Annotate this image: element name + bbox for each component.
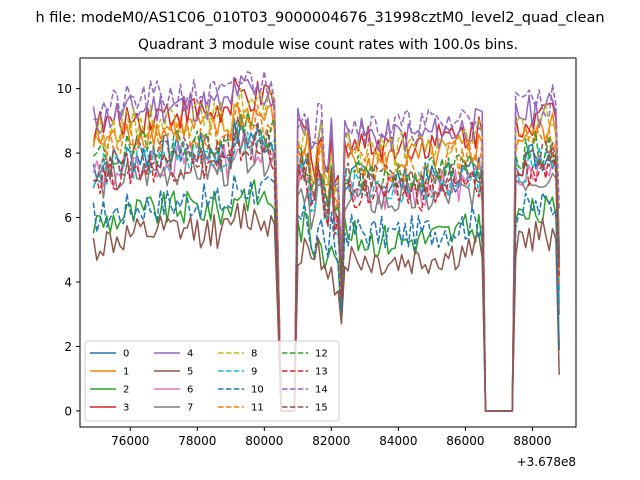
series-line-10 <box>92 174 560 412</box>
series-line-8 <box>92 88 560 412</box>
x-tick-label: 84000 <box>379 434 417 448</box>
figure-suptitle: h file: modeM0/AS1C06_010T03_9000004676_… <box>35 10 604 26</box>
legend-box <box>84 340 340 422</box>
series-line-5 <box>92 202 560 412</box>
legend-label-2: 2 <box>123 385 129 396</box>
y-tick-label: 2 <box>64 340 72 354</box>
series-line-7 <box>92 136 560 412</box>
y-tick-label: 6 <box>64 211 72 225</box>
legend-label-1: 1 <box>123 367 129 378</box>
y-axis: 0 2 4 6 8 10 <box>57 82 80 418</box>
series-group <box>92 70 560 412</box>
x-axis: 76000 78000 80000 82000 84000 86000 88000 <box>111 427 552 448</box>
legend-label-8: 8 <box>251 349 257 360</box>
legend-label-4: 4 <box>187 349 193 360</box>
y-tick-label: 0 <box>64 404 72 418</box>
legend-label-14: 14 <box>315 385 328 396</box>
y-tick-label: 8 <box>64 147 72 161</box>
legend-label-13: 13 <box>315 367 328 378</box>
legend-label-5: 5 <box>187 367 193 378</box>
series-line-14 <box>93 70 560 412</box>
x-tick-label: 78000 <box>178 434 216 448</box>
x-tick-label: 80000 <box>245 434 283 448</box>
chart-title: Quadrant 3 module wise count rates with … <box>138 37 518 53</box>
legend-label-0: 0 <box>123 349 129 360</box>
series-line-2 <box>92 179 560 412</box>
series-line-15 <box>93 116 560 412</box>
x-tick-label: 88000 <box>513 434 551 448</box>
legend-label-15: 15 <box>315 403 328 414</box>
x-offset-label: +3.678e8 <box>517 455 576 469</box>
legend-label-3: 3 <box>123 403 129 414</box>
axes-frame <box>79 57 577 428</box>
legend-label-9: 9 <box>251 367 257 378</box>
y-tick-label: 10 <box>57 82 72 96</box>
legend-label-11: 11 <box>251 403 264 414</box>
legend-label-10: 10 <box>251 385 264 396</box>
legend-label-6: 6 <box>187 385 193 396</box>
x-tick-label: 86000 <box>446 434 484 448</box>
x-tick-label: 76000 <box>111 434 149 448</box>
series-line-4 <box>92 75 560 412</box>
y-tick-label: 4 <box>64 275 72 289</box>
legend-label-7: 7 <box>187 403 193 414</box>
x-tick-label: 82000 <box>312 434 350 448</box>
legend-label-12: 12 <box>315 349 328 360</box>
